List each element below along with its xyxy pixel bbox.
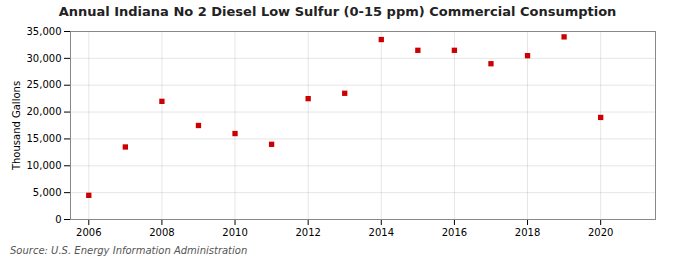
svg-text:15,000: 15,000 xyxy=(27,133,62,144)
svg-text:2016: 2016 xyxy=(442,227,467,238)
html-text:Source: U.S. Energy Informatio: Source: U.S. Energy Information Administ… xyxy=(10,245,248,256)
svg-text:5,000: 5,000 xyxy=(33,187,62,198)
svg-text:2018: 2018 xyxy=(515,227,540,238)
svg-text:2012: 2012 xyxy=(295,227,320,238)
svg-text:2014: 2014 xyxy=(369,227,394,238)
svg-text:0: 0 xyxy=(55,214,61,225)
svg-text:Thousand Gallons: Thousand Gallons xyxy=(11,81,22,171)
svg-text:20,000: 20,000 xyxy=(27,106,62,117)
svg-text:2020: 2020 xyxy=(588,227,613,238)
svg-text:10,000: 10,000 xyxy=(27,160,62,171)
html-text:Annual Indiana No 2 Diesel Low: Annual Indiana No 2 Diesel Low Sulfur (0… xyxy=(58,4,617,19)
svg-text:35,000: 35,000 xyxy=(27,26,62,37)
svg-text:2008: 2008 xyxy=(149,227,174,238)
svg-text:2010: 2010 xyxy=(222,227,247,238)
svg-text:2006: 2006 xyxy=(76,227,101,238)
svg-text:25,000: 25,000 xyxy=(27,79,62,90)
svg-text:30,000: 30,000 xyxy=(27,53,62,64)
